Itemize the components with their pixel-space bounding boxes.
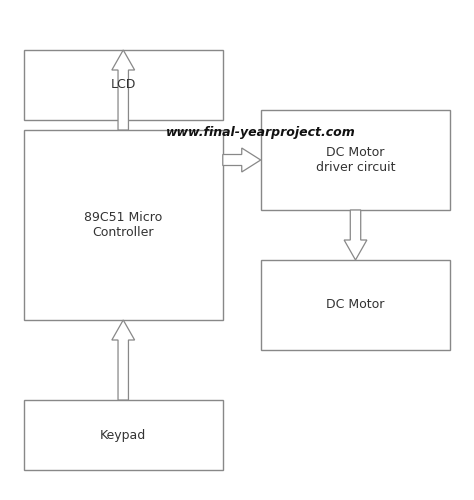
Polygon shape: [112, 320, 135, 400]
Text: DC Motor: DC Motor: [326, 298, 385, 312]
Polygon shape: [223, 148, 261, 172]
Polygon shape: [112, 50, 135, 130]
Text: www.final-yearproject.com: www.final-yearproject.com: [166, 126, 356, 139]
Bar: [24, 50, 223, 120]
Polygon shape: [344, 210, 367, 260]
Text: LCD: LCD: [110, 78, 136, 92]
Text: 89C51 Micro
Controller: 89C51 Micro Controller: [84, 211, 163, 239]
Text: Keypad: Keypad: [100, 428, 146, 442]
Bar: [24, 400, 223, 470]
Bar: [261, 110, 450, 210]
Bar: [24, 130, 223, 320]
Text: DC Motor
driver circuit: DC Motor driver circuit: [316, 146, 395, 174]
Bar: [261, 260, 450, 350]
